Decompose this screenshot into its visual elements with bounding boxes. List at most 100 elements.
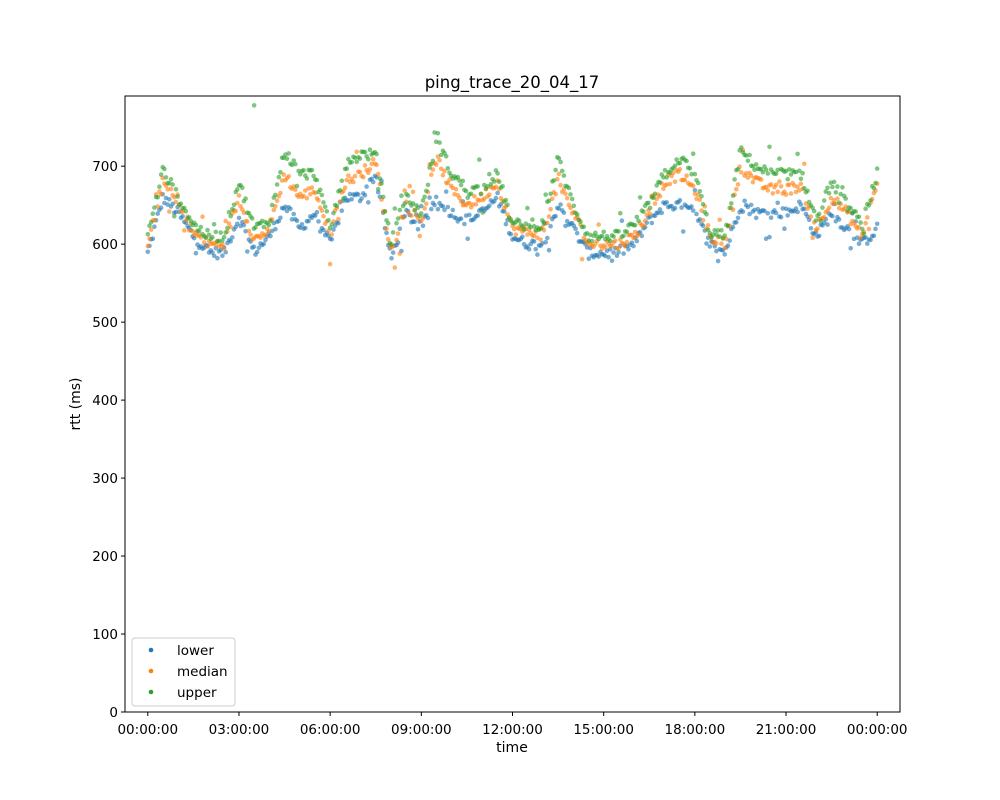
point-lower <box>295 219 300 224</box>
point-lower <box>416 227 421 232</box>
point-upper <box>487 172 492 177</box>
point-upper <box>633 223 638 228</box>
point-upper <box>416 205 421 210</box>
point-upper <box>578 219 583 224</box>
point-upper <box>277 175 282 180</box>
point-median <box>691 184 696 189</box>
point-lower <box>446 205 451 210</box>
point-upper <box>398 208 403 213</box>
point-upper <box>832 180 837 185</box>
point-lower <box>606 255 611 260</box>
point-upper <box>719 228 724 233</box>
point-median <box>316 198 321 203</box>
point-median <box>714 241 719 246</box>
point-upper <box>406 193 411 198</box>
point-median <box>596 222 601 227</box>
point-upper <box>843 196 848 201</box>
point-lower <box>398 226 403 231</box>
point-upper <box>560 169 565 174</box>
point-lower <box>785 213 790 218</box>
point-upper <box>522 227 527 232</box>
point-median <box>441 173 446 178</box>
point-lower <box>315 210 320 215</box>
point-upper <box>170 182 175 187</box>
point-lower <box>779 215 784 220</box>
point-lower <box>330 237 335 242</box>
point-upper <box>378 176 383 181</box>
point-upper <box>379 181 384 186</box>
point-median <box>789 191 794 196</box>
x-tick-label: 09:00:00 <box>391 722 452 738</box>
point-upper <box>729 201 734 206</box>
point-median <box>330 232 335 237</box>
point-median <box>434 162 439 167</box>
point-upper <box>222 235 227 240</box>
point-upper <box>696 181 701 186</box>
point-upper <box>722 233 727 238</box>
point-median <box>616 246 621 251</box>
point-upper <box>240 185 245 190</box>
point-median <box>580 257 585 262</box>
point-lower <box>366 200 371 205</box>
point-upper <box>625 230 630 235</box>
point-upper <box>785 177 790 182</box>
y-tick-label: 400 <box>92 393 118 409</box>
point-median <box>346 173 351 178</box>
point-upper <box>691 151 696 156</box>
point-upper <box>157 184 162 189</box>
point-upper <box>547 198 552 203</box>
point-upper <box>739 145 744 150</box>
point-lower <box>146 250 151 255</box>
point-upper <box>326 218 331 223</box>
point-median <box>548 207 553 212</box>
point-upper <box>648 206 653 211</box>
point-upper <box>736 167 741 172</box>
point-median <box>146 244 151 249</box>
point-lower <box>875 222 880 227</box>
point-lower <box>356 192 361 197</box>
point-upper <box>396 216 401 221</box>
point-upper <box>431 159 436 164</box>
point-median <box>310 185 315 190</box>
point-lower <box>273 227 278 232</box>
point-median <box>248 232 253 237</box>
point-upper <box>424 189 429 194</box>
point-median <box>553 192 558 197</box>
point-median <box>474 202 479 207</box>
point-upper <box>175 194 180 199</box>
point-median <box>394 238 399 243</box>
point-upper <box>834 190 839 195</box>
point-median <box>429 172 434 177</box>
point-upper <box>858 220 863 225</box>
point-upper <box>393 206 398 211</box>
point-median <box>641 224 646 229</box>
point-lower <box>459 216 464 221</box>
y-tick-label: 0 <box>109 705 118 721</box>
point-upper <box>701 202 706 207</box>
point-upper <box>817 212 822 217</box>
point-lower <box>262 242 267 247</box>
point-upper <box>305 176 310 181</box>
point-lower <box>825 222 830 227</box>
point-median <box>376 172 381 177</box>
point-median <box>625 240 630 245</box>
point-median <box>771 191 776 196</box>
point-median <box>799 182 804 187</box>
point-upper <box>688 166 693 171</box>
point-median <box>321 214 326 219</box>
chart-title: ping_trace_20_04_17 <box>425 73 600 93</box>
y-tick-label: 300 <box>92 471 118 487</box>
point-upper <box>621 234 626 239</box>
point-median <box>673 179 678 184</box>
point-upper <box>857 215 862 220</box>
point-upper <box>567 186 572 191</box>
point-upper <box>800 171 805 176</box>
point-lower <box>340 208 345 213</box>
point-lower <box>742 199 747 204</box>
point-lower <box>620 218 625 223</box>
point-upper <box>223 230 228 235</box>
point-lower <box>767 235 772 240</box>
point-upper <box>543 192 548 197</box>
point-upper <box>325 209 330 214</box>
point-upper <box>151 211 156 216</box>
